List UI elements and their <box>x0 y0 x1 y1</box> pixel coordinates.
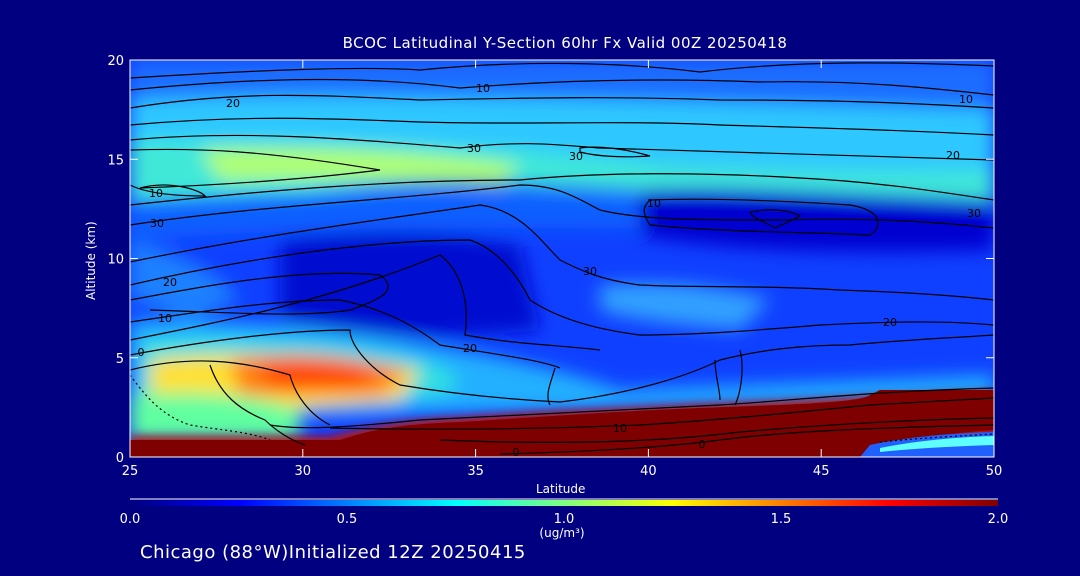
contour-label: 30 <box>967 207 981 220</box>
contour-label: 20 <box>883 316 897 329</box>
contour-lines <box>130 62 994 455</box>
contour-label: 20 <box>946 149 960 162</box>
y-tick-label: 10 <box>107 253 124 268</box>
colorbar-units: (ug/m³) <box>539 526 585 540</box>
chart-title: BCOC Latitudinal Y-Section 60hr Fx Valid… <box>342 34 788 52</box>
contour-label: 30 <box>583 265 597 278</box>
colorbar-tick-label: 1.5 <box>770 512 792 527</box>
contour-label: 0 <box>513 446 520 459</box>
y-tick-label: 15 <box>107 153 124 168</box>
contour-label: 0 <box>138 346 145 359</box>
x-tick-label: 45 <box>813 464 830 479</box>
x-tick-label: 50 <box>986 464 1003 479</box>
contour-label: 10 <box>476 82 490 95</box>
x-axis-ticks: 25 30 35 40 45 50 <box>122 60 1003 479</box>
contour-label: 20 <box>163 276 177 289</box>
y-tick-label: 5 <box>116 352 124 367</box>
contour-label: 10 <box>647 197 661 210</box>
contour-label: 30 <box>569 150 583 163</box>
contour-label: 10 <box>158 312 172 325</box>
x-tick-label: 25 <box>122 464 139 479</box>
contour-label: 0 <box>699 438 706 451</box>
colorbar <box>130 500 998 506</box>
colorbar-tick-label: 0.0 <box>119 512 141 527</box>
y-axis-ticks: 0 5 10 15 20 <box>107 54 994 466</box>
contour-label: 20 <box>226 97 240 110</box>
contour-label: 10 <box>149 187 163 200</box>
footer-caption: Chicago (88°W)Initialized 12Z 20250415 <box>140 542 526 563</box>
colorbar-tick-label: 2.0 <box>987 512 1009 527</box>
x-tick-label: 35 <box>467 464 484 479</box>
contour-label: 30 <box>150 217 164 230</box>
contour-label: 30 <box>467 142 481 155</box>
contour-label: 10 <box>613 422 627 435</box>
colorbar-tick-label: 1.0 <box>553 512 575 527</box>
concentration-field <box>130 60 994 457</box>
contour-label: 10 <box>959 93 973 106</box>
contour-label: 20 <box>463 342 477 355</box>
y-tick-label: 20 <box>107 54 124 69</box>
x-tick-label: 30 <box>295 464 312 479</box>
colorbar-tick-label: 0.5 <box>336 512 358 527</box>
x-tick-label: 40 <box>640 464 657 479</box>
y-tick-label: 0 <box>116 451 124 466</box>
contour-labels: 10 20 10 30 30 20 10 30 30 20 10 10 0 20 30 20 0 10 0 <box>138 82 982 459</box>
x-axis-label: Latitude <box>536 482 586 496</box>
